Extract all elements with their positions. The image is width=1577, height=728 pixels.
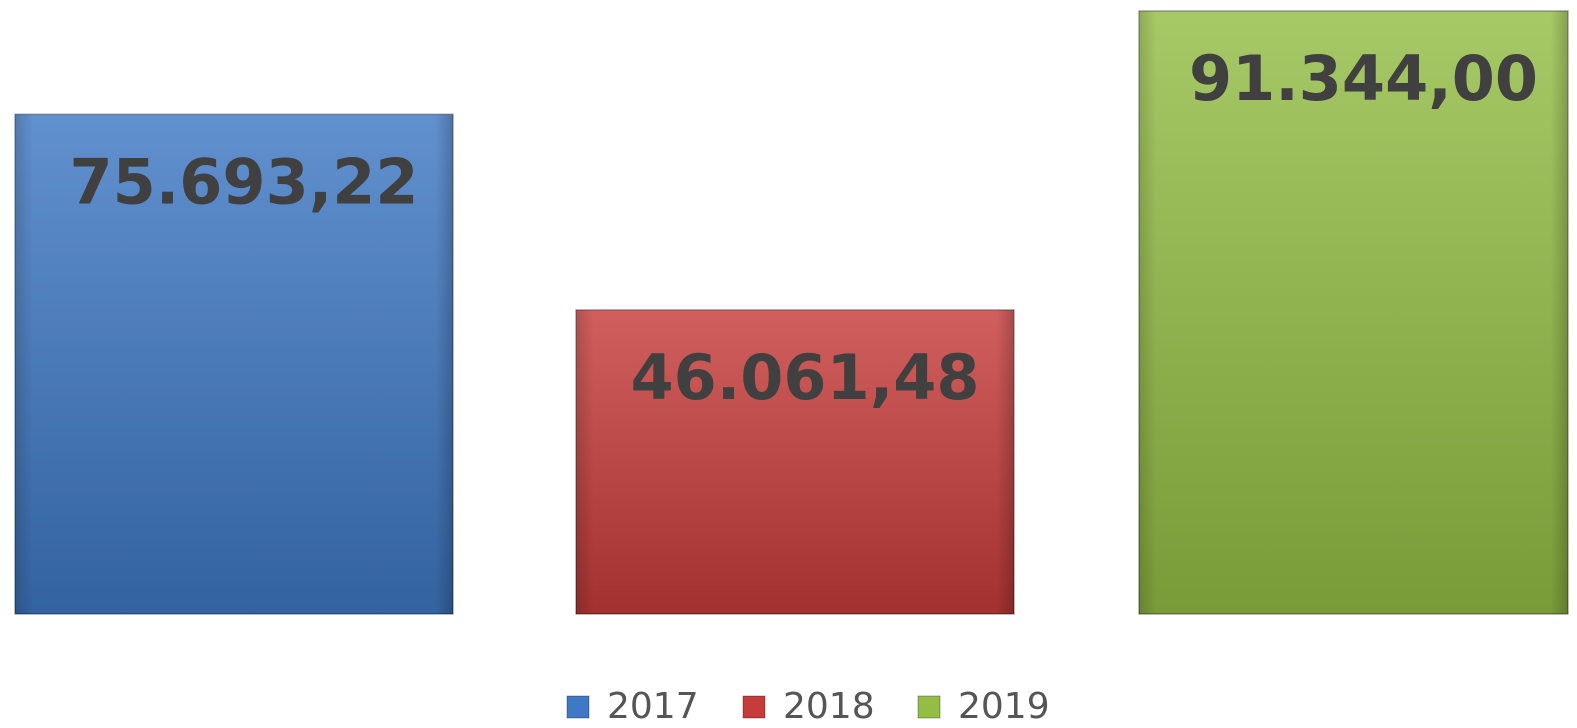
bar-edge xyxy=(15,114,453,614)
value-label: 46.061,48 xyxy=(630,341,979,414)
value-label: 91.344,00 xyxy=(1189,42,1538,115)
legend-swatch xyxy=(566,695,590,719)
bar-edge xyxy=(1139,11,1568,614)
legend-swatch xyxy=(917,695,941,719)
value-label: 75.693,22 xyxy=(69,145,418,218)
legend-label: 2019 xyxy=(958,686,1050,727)
legend-swatch xyxy=(742,695,766,719)
bar-edge xyxy=(576,309,1014,614)
legend-label: 2017 xyxy=(607,686,699,727)
legend-label: 2018 xyxy=(783,686,875,727)
